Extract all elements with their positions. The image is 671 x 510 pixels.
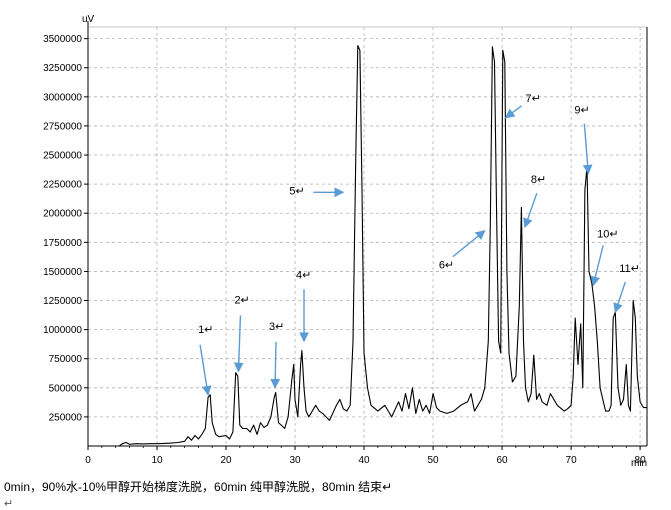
x-tick-label: 60 bbox=[497, 455, 509, 466]
peak-annotations: 1↵ 2↵ 3↵ 4↵ 5↵ 6↵ 7↵ 8↵ 9↵ 10↵ 11↵ bbox=[198, 93, 640, 396]
peak-arrow bbox=[590, 245, 604, 287]
x-tick-label: 30 bbox=[289, 455, 301, 466]
y-tick-label: 1750000 bbox=[43, 238, 82, 249]
y-tick-label: 3000000 bbox=[43, 92, 82, 103]
peak-label: 11↵ bbox=[619, 263, 640, 275]
x-axis-unit-label: min bbox=[631, 458, 647, 469]
x-tick-label: 80 bbox=[635, 455, 647, 466]
y-tick-label: 3250000 bbox=[43, 63, 82, 74]
y-tick-label: 2500000 bbox=[43, 151, 82, 162]
y-axis-unit-label: uV bbox=[82, 14, 95, 25]
peak-label: 5↵ bbox=[289, 185, 304, 197]
peak-arrow bbox=[233, 315, 244, 373]
peak-arrow bbox=[613, 281, 626, 314]
peak-label: 2↵ bbox=[234, 295, 249, 307]
peak-arrow bbox=[582, 123, 593, 175]
y-tick-label: 2750000 bbox=[43, 121, 82, 132]
peak-arrow bbox=[270, 341, 281, 389]
y-tick-label: 250000 bbox=[49, 412, 83, 423]
peak-label: 8↵ bbox=[531, 174, 546, 186]
peak-label: 4↵ bbox=[296, 269, 311, 281]
peak-label: 6↵ bbox=[439, 260, 454, 272]
y-tick-label: 2250000 bbox=[43, 180, 82, 191]
chromatogram-chart: 250000 500000 750000 1000000 1250000 1500000 1… bbox=[43, 14, 648, 469]
y-tick-label: 1250000 bbox=[43, 296, 82, 307]
y-tick-label: 1500000 bbox=[43, 267, 82, 278]
peak-arrow bbox=[452, 230, 486, 258]
peak-arrow bbox=[199, 344, 212, 396]
x-tick-label: 20 bbox=[220, 455, 232, 466]
peak-label: 3↵ bbox=[269, 321, 284, 333]
axes: 250000 500000 750000 1000000 1250000 1500000 1… bbox=[43, 21, 648, 466]
peak-label: 10↵ bbox=[597, 228, 618, 240]
chromatogram-line bbox=[88, 45, 647, 447]
peak-arrow bbox=[504, 105, 522, 119]
peak-arrow bbox=[523, 192, 538, 229]
x-tick-label: 0 bbox=[85, 455, 91, 466]
paragraph-mark: ↵ bbox=[4, 498, 14, 510]
peak-label: 9↵ bbox=[574, 105, 589, 117]
y-tick-label: 2000000 bbox=[43, 209, 82, 220]
x-tick-label: 70 bbox=[566, 455, 578, 466]
x-tick-label: 50 bbox=[427, 455, 439, 466]
chart-caption: 0min，90%水-10%甲醇开始梯度洗脱，60min 纯甲醇洗脱，80min … bbox=[4, 480, 393, 494]
x-tick-label: 10 bbox=[151, 455, 163, 466]
peak-label: 7↵ bbox=[526, 93, 541, 105]
chromatogram-trace bbox=[88, 45, 647, 447]
peak-label: 1↵ bbox=[198, 324, 213, 336]
y-tick-label: 3500000 bbox=[43, 34, 82, 45]
y-tick-label: 1000000 bbox=[43, 325, 82, 336]
y-tick-label: 500000 bbox=[49, 383, 83, 394]
x-tick-label: 40 bbox=[358, 455, 370, 466]
y-tick-label: 750000 bbox=[49, 354, 83, 365]
